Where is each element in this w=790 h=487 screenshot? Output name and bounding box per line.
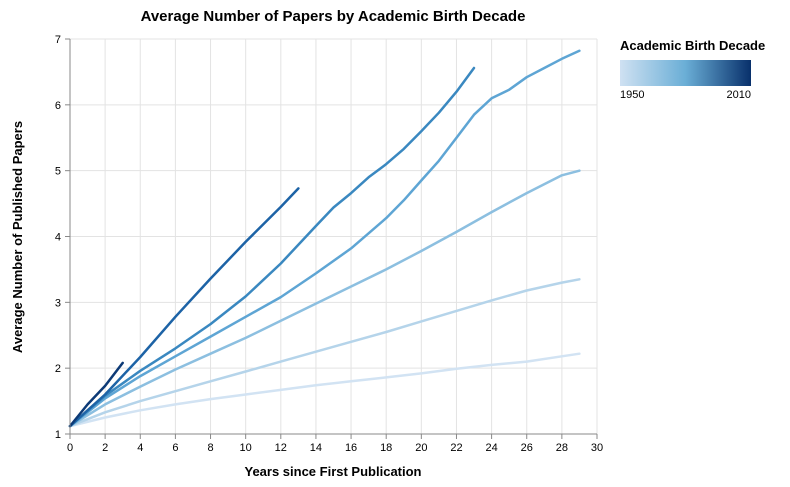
series-line-4 <box>68 49 581 428</box>
legend-title: Academic Birth Decade <box>620 38 765 53</box>
x-tick-label: 16 <box>345 442 357 454</box>
series-line-1 <box>68 352 581 428</box>
legend-max-label: 2010 <box>727 89 751 101</box>
y-tick-label: 2 <box>55 363 61 375</box>
y-axis-title: Average Number of Published Papers <box>10 121 25 353</box>
x-tick-label: 0 <box>67 442 73 454</box>
y-tick-label: 3 <box>55 297 61 309</box>
legend-gradient-bar <box>620 60 751 86</box>
series-line-3 <box>68 169 581 428</box>
legend: Academic Birth Decade 1950 2010 <box>620 38 765 101</box>
y-tick-label: 7 <box>55 34 61 46</box>
y-tick-label: 1 <box>55 429 61 441</box>
x-tick-label: 10 <box>240 442 252 454</box>
series-line-7 <box>68 361 124 428</box>
x-tick-label: 30 <box>591 442 603 454</box>
series-line-5 <box>68 66 476 428</box>
x-tick-label: 22 <box>450 442 462 454</box>
series-lines <box>68 49 581 428</box>
x-axis-ticks: 0 2 4 6 8 10 12 14 16 18 20 22 24 26 28 30 <box>67 434 603 454</box>
x-tick-label: 8 <box>207 442 213 454</box>
y-tick-label: 4 <box>55 232 61 244</box>
y-tick-label: 5 <box>55 166 61 178</box>
x-tick-label: 18 <box>380 442 392 454</box>
x-tick-label: 20 <box>415 442 427 454</box>
x-tick-label: 28 <box>556 442 568 454</box>
series-line-2 <box>68 278 581 428</box>
x-tick-label: 14 <box>310 442 322 454</box>
x-tick-label: 4 <box>137 442 143 454</box>
y-axis-ticks: 1 2 3 4 5 6 7 <box>55 34 70 441</box>
x-axis-title: Years since First Publication <box>244 464 421 479</box>
x-tick-label: 24 <box>485 442 497 454</box>
y-tick-label: 6 <box>55 100 61 112</box>
chart-title: Average Number of Papers by Academic Bir… <box>141 8 526 25</box>
legend-min-label: 1950 <box>620 89 644 101</box>
gridlines <box>69 38 598 435</box>
x-tick-label: 6 <box>172 442 178 454</box>
series-line-6 <box>68 187 300 428</box>
x-tick-label: 26 <box>521 442 533 454</box>
x-tick-label: 12 <box>275 442 287 454</box>
x-tick-label: 2 <box>102 442 108 454</box>
